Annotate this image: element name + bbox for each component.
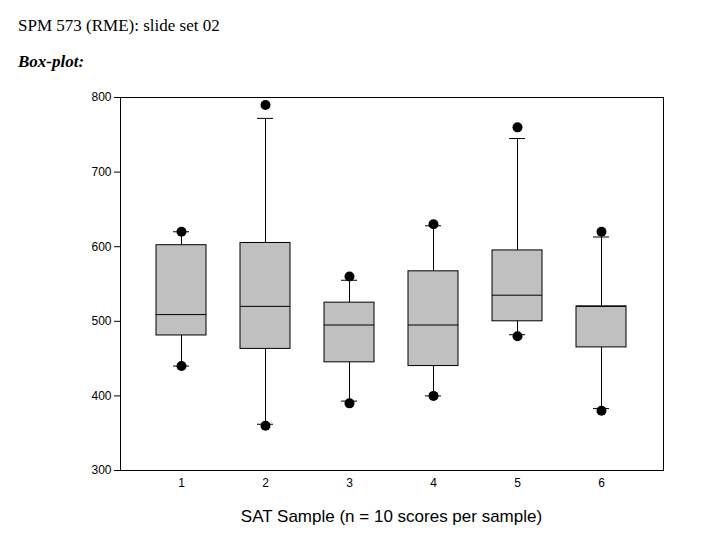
svg-text:800: 800: [91, 90, 111, 104]
svg-text:500: 500: [91, 314, 111, 328]
html-text:SPM 573 (RME): slide set 02: SPM 573 (RME): slide set 02: [18, 16, 220, 35]
svg-text:600: 600: [91, 240, 111, 254]
svg-text:3: 3: [346, 476, 353, 490]
svg-text:1: 1: [178, 476, 185, 490]
html-text:Box-plot:: Box-plot:: [18, 52, 85, 71]
svg-text:4: 4: [430, 476, 437, 490]
svg-text:400: 400: [91, 389, 111, 403]
html-text:SAT Sample (n = 10 scores per: SAT Sample (n = 10 scores per sample): [240, 507, 543, 526]
svg-text:2: 2: [262, 476, 269, 490]
svg-text:6: 6: [598, 476, 605, 490]
svg-text:300: 300: [91, 463, 111, 477]
svg-text:700: 700: [91, 165, 111, 179]
svg-text:5: 5: [514, 476, 521, 490]
